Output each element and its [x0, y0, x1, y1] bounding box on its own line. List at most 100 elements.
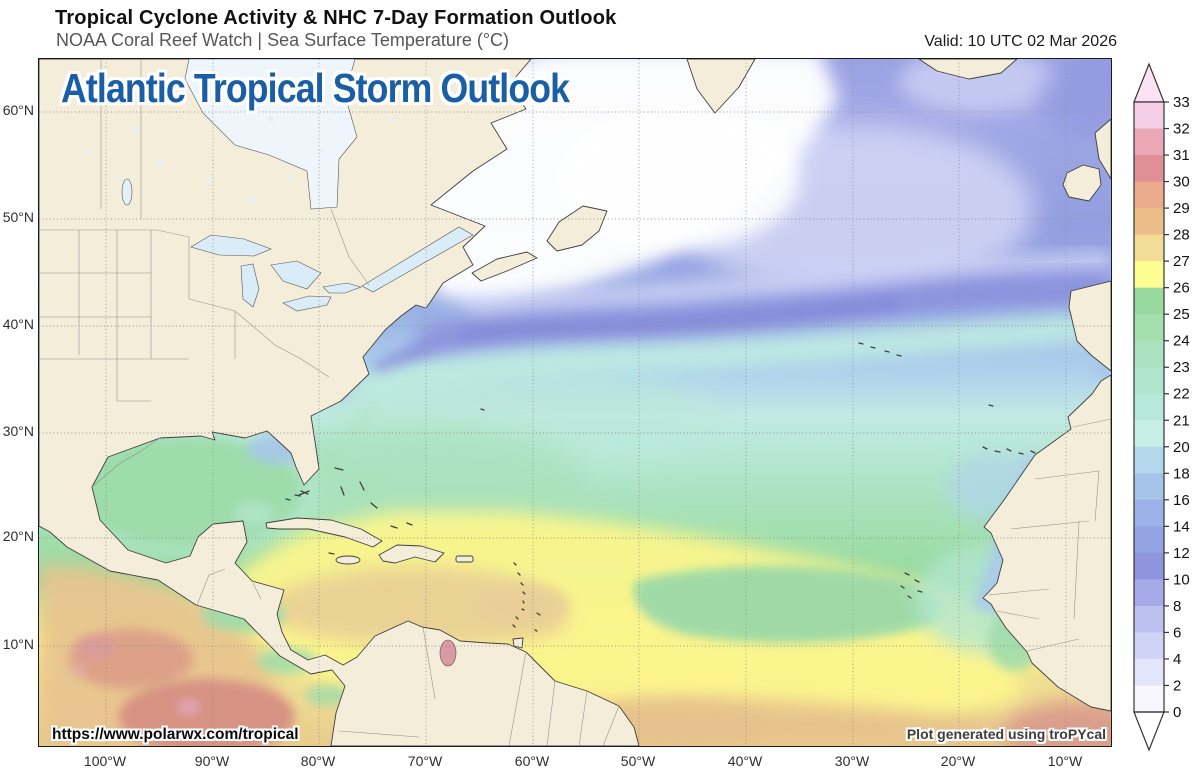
colorbar-band — [1134, 181, 1164, 209]
colorbar-band — [1134, 102, 1164, 130]
lon-axis-label: 50°W — [620, 753, 656, 769]
colorbar-tick-label: 0 — [1173, 704, 1181, 721]
colorbar-band — [1134, 552, 1164, 580]
puerto-rico — [455, 555, 474, 563]
page-subtitle: NOAA Coral Reef Watch | Sea Surface Temp… — [56, 30, 510, 50]
colorbar-tick-label: 22 — [1173, 386, 1190, 403]
over-range-arrow — [1133, 62, 1165, 103]
nova-scotia — [471, 251, 538, 282]
lon-axis-label: 30°W — [834, 753, 870, 769]
lake-erie — [282, 295, 332, 312]
newfoundland — [546, 205, 608, 252]
watermark-url: https://www.polarwx.com/tropical — [52, 726, 299, 743]
colorbar-band — [1134, 605, 1164, 634]
lon-axis-label: 80°W — [300, 753, 336, 769]
colorbar-tick-label: 10 — [1173, 571, 1190, 588]
temperature-colorbar: 33 32 31 30 29 28 27 26 25 24 23 22 21 20 18 16 14 12 10 8 6… — [1126, 58, 1199, 758]
colorbar-tick-label: 8 — [1173, 598, 1181, 615]
lon-axis-label: 90°W — [194, 753, 230, 769]
valid-time-label: Valid: 10 UTC 02 Mar 2026 — [924, 33, 1117, 50]
colorbar-tick-label: 31 — [1173, 147, 1190, 164]
lake-winnipeg — [121, 178, 133, 206]
colorbar-graphic: 3332313029282726252423222120181614121086… — [1133, 62, 1190, 752]
st-lawrence — [361, 226, 474, 293]
lake-superior — [190, 234, 272, 257]
graticule — [39, 59, 1111, 746]
colorbar-band — [1134, 658, 1164, 687]
colorbar-band — [1134, 234, 1164, 262]
colorbar-tick-label: 26 — [1173, 280, 1190, 297]
north-south-america — [39, 59, 640, 746]
colorbar-tick-label: 16 — [1173, 492, 1190, 509]
ireland — [1062, 164, 1102, 202]
colorbar-tick-label: 2 — [1173, 677, 1181, 694]
colorbar-band — [1134, 314, 1164, 342]
trinidad — [512, 637, 524, 649]
credit-label: Plot generated using troPYcal — [906, 726, 1106, 742]
colorbar-band — [1134, 446, 1164, 474]
colorbar-band — [1134, 473, 1164, 501]
colorbar-band — [1134, 208, 1164, 236]
colorbar-band — [1134, 340, 1164, 368]
lon-axis-label: 20°W — [940, 753, 976, 769]
page-title: Tropical Cyclone Activity & NHC 7-Day Fo… — [55, 7, 617, 29]
lon-axis-label: 100°W — [83, 753, 127, 769]
iceland — [918, 59, 1018, 80]
colorbar-band — [1134, 526, 1164, 554]
lat-axis-label: 20°N — [2, 528, 34, 544]
lake-ontario — [322, 282, 362, 294]
colorbar-tick-label: 20 — [1173, 439, 1190, 456]
cuba — [265, 517, 383, 548]
colorbar-band — [1134, 155, 1164, 183]
iberia — [1068, 280, 1111, 372]
colorbar-tick-label: 23 — [1173, 359, 1190, 376]
scotland — [1094, 118, 1111, 180]
colorbar-band — [1134, 632, 1164, 660]
colorbar-band — [1134, 393, 1164, 421]
colorbar-tick-label: 18 — [1173, 465, 1190, 482]
hudson-bay — [184, 59, 358, 210]
map-panel: Atlantic Tropical Storm Outlook https://… — [38, 58, 1112, 747]
lat-axis-label: 30°N — [2, 423, 34, 439]
colorbar-band — [1134, 261, 1164, 289]
colorbar-tick-label: 27 — [1173, 253, 1190, 270]
africa — [982, 374, 1111, 712]
colorbar-band — [1134, 499, 1164, 527]
lat-axis-label: 40°N — [2, 316, 34, 332]
colorbar-tick-label: 32 — [1173, 121, 1190, 138]
sst-map-graphic — [39, 59, 1111, 746]
colorbar-tick-label: 4 — [1173, 651, 1181, 668]
lake-michigan — [240, 263, 260, 308]
colorbar-tick-label: 14 — [1173, 518, 1190, 535]
colorbar-band — [1134, 420, 1164, 448]
lakes — [86, 59, 474, 667]
map-headline: Atlantic Tropical Storm Outlook — [61, 65, 570, 111]
lat-axis-label: 10°N — [2, 636, 34, 652]
colorbar-band — [1134, 367, 1164, 395]
landmasses — [39, 59, 1111, 746]
colorbar-tick-label: 33 — [1173, 94, 1190, 111]
lat-axis-label: 60°N — [2, 102, 34, 118]
colorbar-band — [1134, 128, 1164, 156]
lon-axis-label: 70°W — [407, 753, 443, 769]
colorbar-tick-label: 6 — [1173, 624, 1181, 641]
sst-shading — [39, 59, 1111, 746]
hispaniola — [378, 544, 445, 564]
lon-axis-label: 40°W — [727, 753, 763, 769]
lon-axis-label: 10°W — [1047, 753, 1083, 769]
colorbar-band — [1134, 685, 1164, 713]
lake-maracaibo — [439, 639, 457, 667]
greenland — [686, 59, 756, 114]
colorbar-tick-label: 29 — [1173, 200, 1190, 217]
colorbar-band — [1134, 287, 1164, 315]
jamaica — [335, 555, 361, 565]
colorbar-tick-label: 30 — [1173, 174, 1190, 191]
under-range-arrow — [1133, 711, 1165, 752]
small-islands — [285, 342, 1036, 632]
colorbar-tick-label: 28 — [1173, 227, 1190, 244]
colorbar-tick-label: 25 — [1173, 306, 1190, 323]
interior-borders — [39, 59, 1111, 746]
lake-huron — [270, 260, 322, 290]
colorbar-band — [1134, 579, 1164, 607]
